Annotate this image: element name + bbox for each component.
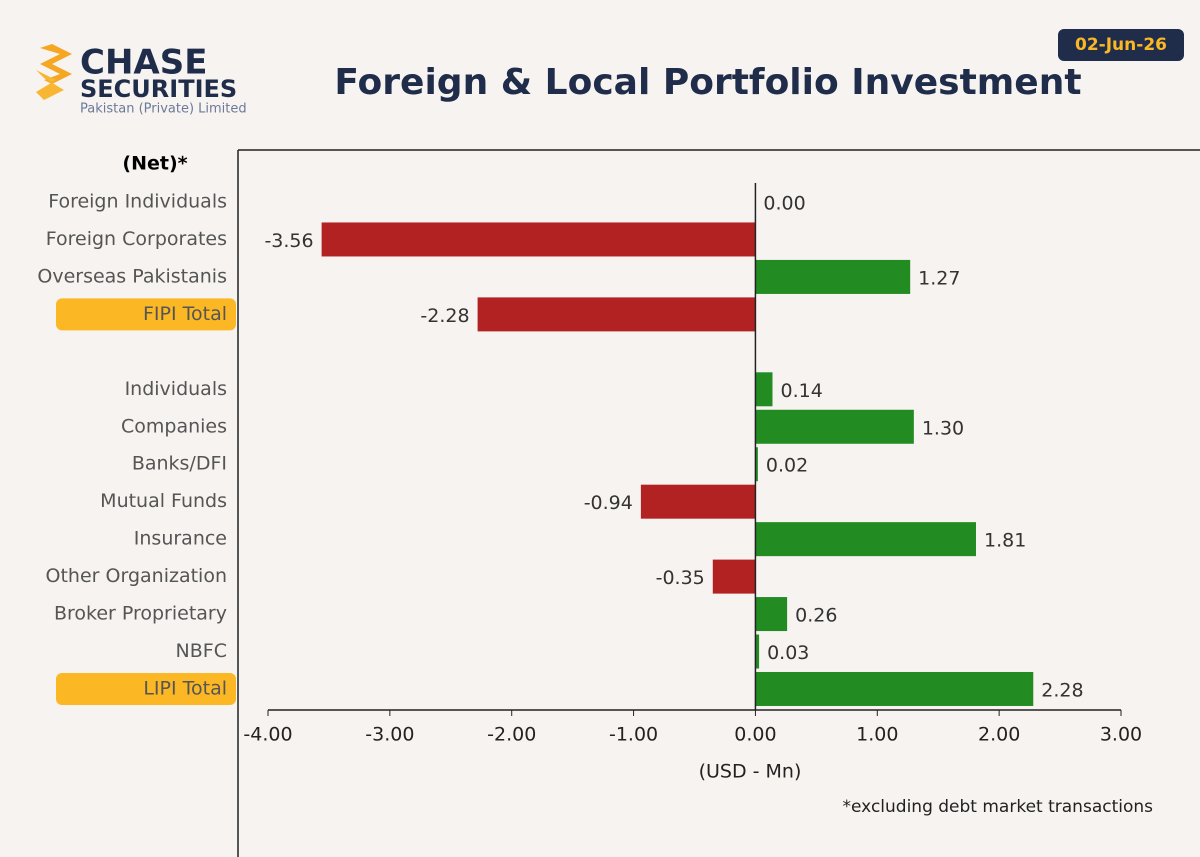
bar (755, 372, 773, 407)
bar (755, 259, 911, 294)
category-header: (Net)* (122, 153, 187, 175)
x-tick-label: 0.00 (734, 724, 776, 746)
y-tick-label: Companies (121, 415, 227, 437)
x-tick-label: -3.00 (365, 724, 414, 746)
value-label: 1.30 (922, 417, 964, 439)
logo: CHASE SECURITIES Pakistan (Private) Limi… (36, 43, 247, 117)
y-tick-label: Foreign Corporates (46, 228, 227, 250)
bar (755, 522, 976, 557)
y-tick-label: LIPI Total (143, 677, 227, 699)
logo-text: CHASE (80, 43, 207, 83)
y-tick-label: Mutual Funds (100, 490, 227, 512)
logo-mark (40, 44, 72, 84)
y-tick-label: Insurance (134, 528, 227, 550)
value-label: 0.26 (795, 605, 837, 627)
chart-title: Foreign & Local Portfolio Investment (334, 62, 1081, 103)
value-label: 1.27 (918, 267, 960, 289)
y-tick-label: Individuals (125, 378, 227, 400)
value-label: 0.03 (767, 642, 809, 664)
value-label: -0.94 (584, 492, 633, 514)
y-tick-label: Overseas Pakistanis (37, 265, 227, 287)
value-label: 2.28 (1041, 679, 1083, 701)
y-tick-label: FIPI Total (143, 303, 227, 325)
date: 02-Jun-26 (1075, 35, 1167, 55)
value-label: 0.00 (763, 193, 805, 215)
footnote: *excluding debt market transactions (843, 797, 1154, 817)
y-tick-label: Foreign Individuals (48, 191, 227, 213)
y-tick-label: NBFC (176, 640, 227, 662)
bar (477, 297, 756, 332)
x-tick-label: 2.00 (978, 724, 1020, 746)
bar (755, 409, 914, 444)
date-box (1058, 29, 1184, 61)
logo-subtext: Pakistan (Private) Limited (80, 102, 247, 117)
x-tick-label: 1.00 (856, 724, 898, 746)
bar (755, 671, 1034, 706)
bar (755, 634, 760, 669)
bar (640, 484, 756, 519)
bar (755, 447, 758, 482)
x-tick-label: 3.00 (1100, 724, 1142, 746)
bar (712, 559, 756, 594)
y-tick-label: Broker Proprietary (54, 603, 227, 625)
bar (755, 597, 788, 632)
logo-text: SECURITIES (80, 75, 237, 103)
x-tick-label: -2.00 (487, 724, 536, 746)
y-tick-label: Banks/DFI (132, 453, 227, 475)
label-highlight (56, 672, 236, 705)
x-tick-label: -1.00 (609, 724, 658, 746)
logo-mark (36, 70, 64, 100)
value-label: 0.14 (780, 380, 822, 402)
value-label: -0.35 (656, 567, 705, 589)
x-tick-label: -4.00 (243, 724, 292, 746)
value-label: 0.02 (766, 455, 808, 477)
value-label: -2.28 (420, 305, 469, 327)
value-label: 1.81 (984, 530, 1026, 552)
value-label: -3.56 (264, 230, 313, 252)
label-highlight (56, 298, 236, 331)
x-axis-label: (USD - Mn) (699, 761, 802, 783)
y-tick-label: Other Organization (46, 565, 227, 587)
bar (321, 222, 756, 257)
